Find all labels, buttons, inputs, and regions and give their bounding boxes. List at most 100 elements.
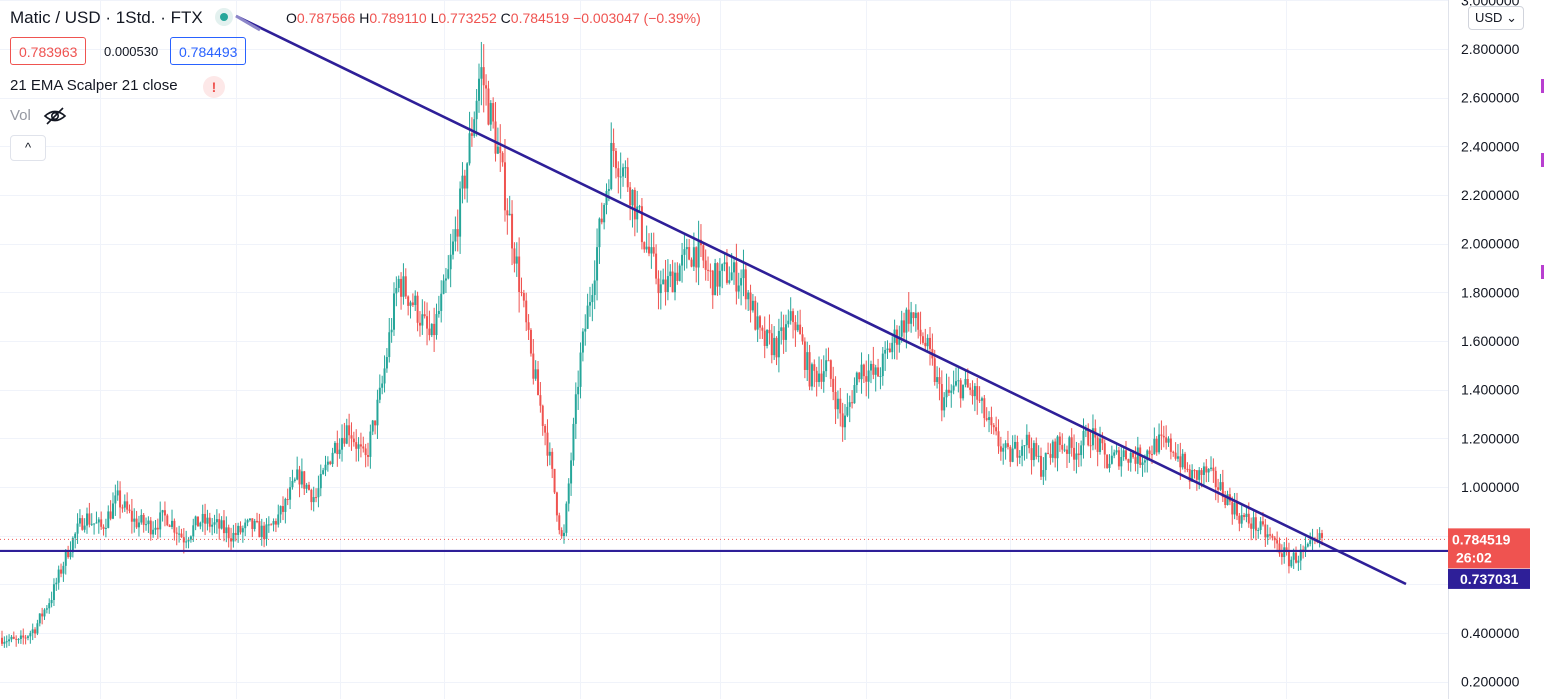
candle-body: [588, 302, 591, 306]
candle-body: [678, 265, 681, 281]
candle-body: [241, 528, 244, 533]
candle-body: [671, 271, 674, 293]
collapse-legend-button[interactable]: ^: [10, 135, 46, 161]
candle-body: [1243, 515, 1246, 517]
candle-body: [1153, 438, 1156, 455]
candle-body: [756, 316, 759, 330]
candle-body: [593, 280, 596, 296]
candle-body: [886, 348, 889, 350]
candle-body: [326, 461, 329, 465]
support-price-tag-value: 0.737031: [1460, 571, 1519, 587]
candle-body: [1212, 467, 1215, 471]
candle-body: [426, 316, 429, 329]
candle-body: [832, 378, 835, 392]
candle-body: [489, 103, 492, 125]
candle-body: [891, 342, 894, 353]
candle-body: [695, 247, 698, 268]
candle-body: [1, 637, 3, 644]
candle-body: [943, 397, 946, 411]
candle-body: [839, 398, 842, 414]
warning-icon[interactable]: !: [203, 76, 225, 98]
candle-body: [610, 142, 613, 190]
candle-body: [428, 328, 431, 336]
indicator-legend[interactable]: 21 EMA Scalper 21 close: [10, 77, 178, 94]
candle-body: [286, 499, 289, 501]
sell-price-button[interactable]: 0.783963: [10, 37, 87, 65]
alert-marker[interactable]: [1541, 153, 1544, 167]
candle-body: [659, 284, 662, 294]
candle-body: [877, 367, 880, 377]
candle-body: [319, 473, 322, 489]
alert-marker[interactable]: [1541, 79, 1544, 93]
ohlc-low-value: 0.773252: [438, 10, 497, 26]
candle-body: [846, 406, 849, 416]
candle-body: [1108, 463, 1111, 469]
volume-legend[interactable]: Vol: [10, 107, 31, 124]
spread-value: 0.000530: [104, 44, 159, 59]
candle-body: [1231, 501, 1234, 515]
candle-body: [1252, 517, 1255, 529]
symbol-title-text[interactable]: Matic / USD · 1Std. · FTX: [10, 8, 203, 27]
candle-body: [827, 360, 830, 362]
candle-body: [995, 427, 998, 432]
candle-body: [673, 272, 676, 293]
candle-body: [992, 425, 995, 428]
candle-body: [343, 437, 346, 444]
candle-body: [844, 415, 847, 428]
candle-body: [1082, 430, 1085, 446]
candle-body: [664, 279, 667, 293]
alert-marker[interactable]: [1541, 265, 1544, 279]
candle-body: [1070, 437, 1073, 448]
candle-body: [546, 432, 549, 456]
candle-body: [230, 538, 233, 542]
candle-body: [289, 487, 292, 500]
candle-body: [1266, 534, 1269, 538]
candle-body: [1240, 515, 1243, 524]
candle-body: [697, 239, 700, 268]
candle-body: [402, 276, 405, 297]
candle-body: [163, 510, 166, 516]
candle-body: [657, 278, 660, 294]
candle-body: [1176, 456, 1179, 459]
candle-body: [492, 103, 495, 122]
candle-body: [954, 381, 957, 386]
eye-off-icon[interactable]: [43, 106, 67, 126]
candle-body: [234, 532, 237, 535]
candle-body: [218, 519, 221, 529]
candle-body: [239, 525, 242, 533]
candle-body: [459, 188, 462, 237]
candle-body: [71, 537, 74, 553]
candle-body: [645, 246, 648, 250]
candle-body: [650, 247, 653, 254]
candle-body: [1165, 437, 1168, 443]
candle-body: [683, 249, 686, 255]
candle-body: [152, 529, 155, 535]
candle-body: [735, 262, 738, 292]
candle-body: [1077, 453, 1080, 456]
y-tick-label: 3.000000: [1461, 0, 1520, 8]
candle-body: [1063, 449, 1066, 451]
candle-body: [881, 353, 884, 377]
y-tick-label: 1.600000: [1461, 333, 1520, 349]
candle-body: [605, 190, 608, 205]
candle-body: [100, 519, 103, 527]
candle-body: [1219, 482, 1222, 490]
candle-body: [690, 259, 693, 267]
buy-price-button[interactable]: 0.784493: [170, 37, 247, 65]
ohlc-close-key: C: [500, 10, 511, 26]
candle-body: [591, 295, 594, 303]
candle-body: [83, 525, 86, 530]
candle-body: [156, 527, 159, 530]
currency-select[interactable]: USD ⌄: [1468, 6, 1524, 30]
candle-body: [10, 636, 13, 640]
candle-body: [1035, 443, 1038, 457]
descending-trendline[interactable]: [235, 14, 1407, 586]
candle-body: [168, 525, 171, 527]
candle-body: [1099, 438, 1102, 452]
candle-body: [1009, 446, 1012, 462]
symbol-title[interactable]: Matic / USD · 1Std. · FTX: [10, 7, 234, 28]
candle-body: [1134, 457, 1137, 464]
trendline-handle[interactable]: [235, 14, 261, 32]
candle-body: [999, 446, 1002, 452]
